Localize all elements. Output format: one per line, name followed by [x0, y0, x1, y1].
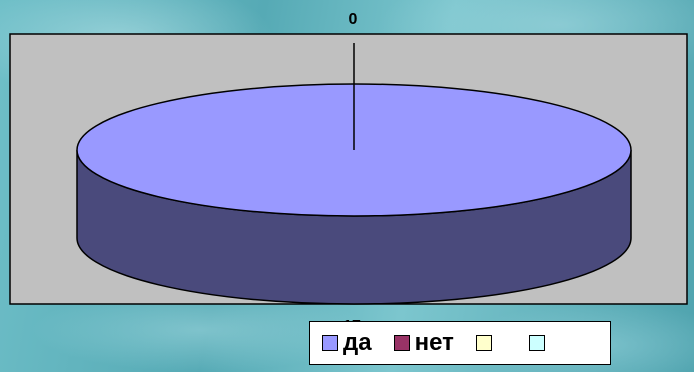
legend-item-3 — [528, 335, 572, 351]
legend-label-0: да — [343, 329, 372, 356]
legend-item-2 — [475, 335, 519, 351]
pie-group — [76, 43, 632, 305]
legend-swatch-1 — [393, 335, 410, 351]
legend-item-1: нет — [393, 329, 466, 356]
legend-swatch-0 — [322, 335, 338, 351]
legend-swatch-3 — [528, 335, 545, 351]
data-label-slice-2: 0 — [349, 11, 358, 28]
legend-label-1: нет — [414, 329, 454, 356]
legend: да нет — [309, 321, 611, 365]
legend-swatch-2 — [475, 335, 492, 351]
legend-item-0: да — [322, 331, 384, 355]
